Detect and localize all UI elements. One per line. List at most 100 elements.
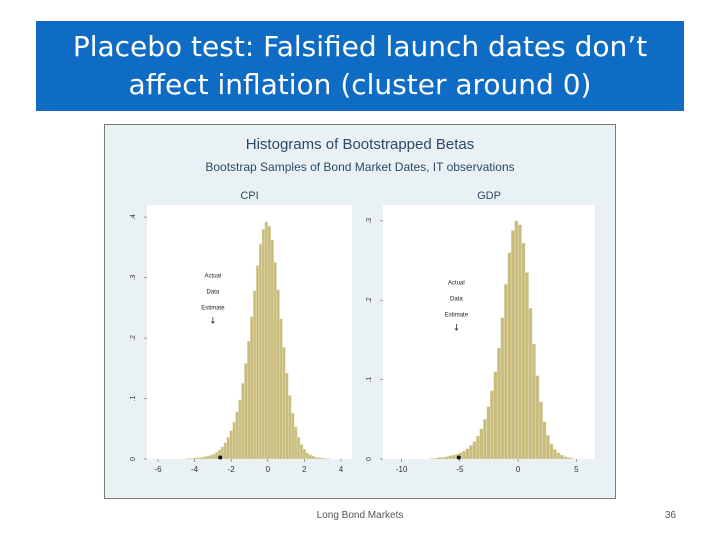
gdp-bar [500,317,505,460]
gdp-panel-title: GDP [477,190,501,202]
cpi-bar [209,455,213,460]
gdp-bar [482,419,487,460]
gdp-bar [559,454,564,460]
cpi-bar [302,449,307,460]
cpi-bar [305,452,310,460]
gdp-bar [531,343,536,460]
cpi-bar [247,340,251,460]
cpi-bar [320,457,324,460]
gdp-bar [448,455,452,460]
cpi-bar [214,452,219,460]
gdp-bar [486,406,491,460]
cpi-panel-title: CPI [240,190,258,202]
cpi-y-tick-label: .3 [130,275,137,281]
cpi-bar [276,289,280,460]
cpi-annotation-line: Estimate [201,306,225,312]
gdp-bar [552,449,557,460]
cpi-annotation-line: Actual [205,274,222,280]
gdp-bar [441,457,445,460]
gdp-bar [434,458,438,460]
gdp-y-tick-label: .3 [366,218,373,224]
gdp-y-tick-label: .2 [366,297,373,303]
cpi-annotation-arrow: ↓ [209,317,217,327]
cpi-bar [229,430,233,460]
gdp-bar [503,284,508,460]
cpi-bar [211,453,216,460]
gdp-x-tick-label: 5 [574,465,579,474]
gdp-bar [462,450,466,460]
gdp-bar [496,347,501,460]
gdp-bar [514,220,519,460]
gdp-bar [451,454,456,460]
cpi-bar [270,239,274,460]
cpi-bar [244,363,248,460]
cpi-y-tick-label: .4 [130,214,137,220]
cpi-bar [314,456,318,460]
cpi-bar [293,426,298,460]
gdp-bar [475,435,480,460]
cpi-bar [200,456,204,460]
cpi-x-tick-label: 4 [339,465,344,474]
footer-text: Long Bond Markets [316,510,404,521]
gdp-bar [538,401,543,460]
gdp-x-tick-label: 0 [516,465,521,474]
histogram-figure: Histograms of Bootstrapped Betas Bootstr… [104,124,616,499]
gdp-bar [444,456,449,460]
cpi-bar [264,221,269,460]
cpi-x-tick-label: 2 [302,465,307,474]
cpi-bar [197,457,201,460]
gdp-bar [556,452,561,460]
page-number: 36 [664,510,676,521]
gdp-annotation-arrow: ↓ [453,323,461,333]
gdp-bar [489,390,494,460]
gdp-annotation-line: Estimate [445,312,469,318]
cpi-bar [194,457,198,460]
cpi-bar [250,316,254,460]
gdp-x-tick-label: -10 [396,465,408,474]
cpi-y-tick-label: .2 [130,335,137,341]
cpi-bar [291,412,295,460]
gdp-bar [517,224,522,460]
gdp-x-tick-label: -5 [456,465,464,474]
gdp-bar [510,230,515,460]
cpi-bar [238,399,242,460]
gdp-bar [549,443,554,460]
gdp-annotation-line: Actual [448,280,465,286]
cpi-bar [288,395,292,460]
cpi-annotation-line: Data [207,290,220,296]
gdp-bar [566,457,571,460]
gdp-bar [468,445,473,460]
cpi-bar [255,265,260,460]
gdp-bar [479,428,484,460]
histogram-figure-svg: Histograms of Bootstrapped Betas Bootstr… [130,136,595,474]
cpi-bar [285,372,289,460]
cpi-panel: CPI -6 -4 -2 0 2 4 0 .1 .2 .3 .4 Actual Data Estimate ↓ [130,190,352,474]
cpi-actual-estimate-marker [218,455,223,460]
cpi-bar [311,455,315,460]
gdp-actual-estimate-marker [456,455,461,460]
cpi-bar [273,262,277,460]
cpi-bar [252,290,257,460]
cpi-bar [226,437,230,460]
cpi-bar [317,457,321,460]
histogram-panels: CPI -6 -4 -2 0 2 4 0 .1 .2 .3 .4 Actual Data Estimate ↓… [130,190,595,474]
cpi-bar [323,458,327,460]
cpi-bar [326,458,330,460]
cpi-bar [279,318,283,460]
cpi-x-tick-label: 0 [266,465,271,474]
cpi-x-tick-label: -2 [228,465,236,474]
gdp-bar [493,371,498,460]
cpi-bar [261,228,266,460]
gdp-bar [545,434,550,460]
cpi-bar [282,346,286,460]
cpi-bar [203,456,207,460]
title-band: Placebo test: Falsified launch dates don… [36,21,684,111]
cpi-x-tick-label: -6 [154,465,162,474]
gdp-annotation-line: Data [450,296,463,302]
cpi-bar [235,411,239,460]
cpi-y-tick-label: 0 [130,457,137,461]
cpi-bar [185,458,189,460]
cpi-bar [241,383,245,460]
cpi-bar [308,454,312,460]
gdp-y-tick-label: .1 [366,377,373,383]
